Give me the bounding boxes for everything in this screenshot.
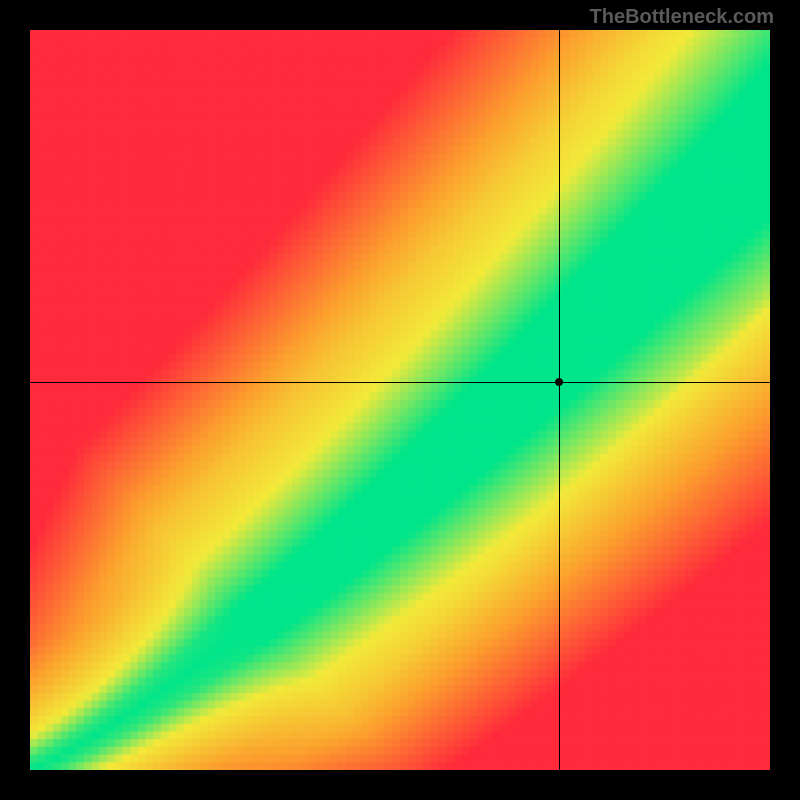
crosshair-vertical (559, 30, 560, 770)
heatmap-canvas (30, 30, 770, 770)
watermark-text: TheBottleneck.com (590, 6, 774, 29)
crosshair-marker (555, 378, 563, 386)
crosshair-horizontal (30, 382, 770, 383)
heatmap-plot (30, 30, 770, 770)
